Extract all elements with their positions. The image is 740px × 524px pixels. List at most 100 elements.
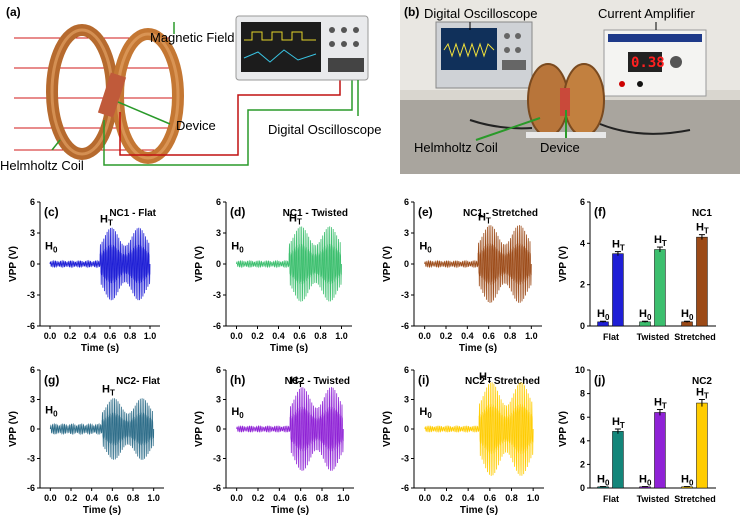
x-tick-label: 0.6 (294, 493, 307, 503)
chart-j: (j) NC2 0 2 4 6 8 10 VPP (V) Flat H0 HT Twisted H0 HT S… (558, 365, 716, 504)
signal-trace-d (236, 226, 342, 302)
x-tick-label: 1.0 (337, 493, 350, 503)
x-tick-label: 0.2 (440, 331, 453, 341)
y-tick-label: -3 (213, 290, 221, 300)
x-axis-label-e: Time (s) (459, 343, 497, 354)
bar-ht-twisted (654, 412, 666, 489)
y-axis-label-e: VPP (V) (382, 246, 393, 282)
y-tick-label: 0 (404, 424, 409, 434)
category-label: Twisted (637, 332, 670, 342)
x-axis-label-c: Time (s) (81, 343, 119, 354)
device-label-b: Device (540, 140, 580, 155)
y-axis-label-c: VPP (V) (8, 246, 19, 282)
category-label: Flat (603, 494, 619, 504)
ht-annotation-h: HT (290, 375, 303, 389)
x-tick-label: 0.2 (252, 493, 265, 503)
category-label: Twisted (637, 494, 670, 504)
h0-annotation-c: H0 (45, 241, 58, 255)
x-tick-label: 0.0 (419, 493, 432, 503)
x-tick-label: 0.0 (44, 331, 57, 341)
ht-annotation-g: HT (102, 384, 115, 398)
device-sample (97, 72, 127, 118)
chart-e: (e) NC1 - Stretched -6 -3 0 3 6 VPP (V) 0.0 0.2 0.… (382, 197, 542, 354)
panel-a-schematic: (a) Magnetic Field Device Helmholtz Coil (0, 5, 381, 173)
y-tick-label: 3 (216, 395, 221, 405)
chart-h: (h) NC2 - Twisted -6 -3 0 3 6 VPP (V) 0.0 0.2 0.4 0… (194, 365, 354, 516)
x-axis-label-g: Time (s) (83, 505, 121, 516)
bar-annotation-ht: HT (696, 222, 709, 236)
bar-ht-stretched (696, 402, 708, 489)
y-tick-label: -6 (27, 483, 35, 493)
bar-annotation-h0: H0 (597, 474, 610, 488)
h0-annotation-i: H0 (419, 406, 432, 420)
y-tick-label: 3 (404, 228, 409, 238)
x-tick-label: 0.4 (85, 493, 98, 503)
y-tick-label: 6 (216, 365, 221, 375)
h0-annotation-e: H0 (419, 241, 432, 255)
x-tick-label: 0.2 (440, 493, 453, 503)
x-axis-label-h: Time (s) (271, 505, 309, 516)
x-tick-label: 1.0 (144, 331, 157, 341)
x-tick-label: 0.2 (65, 493, 78, 503)
x-tick-label: 1.0 (527, 493, 540, 503)
oscilloscope-label-b: Digital Oscilloscope (424, 6, 537, 21)
y-axis-label-d: VPP (V) (194, 246, 205, 282)
magnetic-field-label: Magnetic Field (150, 30, 235, 45)
y-tick-label: 6 (580, 197, 585, 207)
y-tick-label: 0 (580, 321, 585, 331)
y-tick-label: 3 (30, 228, 35, 238)
signal-trace-i (424, 382, 534, 476)
y-tick-label: 6 (30, 197, 35, 207)
chart-title-i: NC2 - Stretched (465, 376, 540, 387)
bar-annotation-ht: HT (612, 239, 625, 253)
x-tick-label: 0.8 (127, 493, 140, 503)
x-tick-label: 0.6 (482, 331, 495, 341)
h0-annotation-g: H0 (45, 404, 58, 418)
panel-label-g: (g) (44, 373, 59, 387)
y-tick-label: 0 (404, 259, 409, 269)
y-tick-label: 4 (580, 238, 585, 248)
panel-label-d: (d) (230, 205, 245, 219)
y-tick-label: -6 (27, 321, 35, 331)
y-tick-label: 3 (216, 228, 221, 238)
x-tick-label: 0.0 (230, 331, 243, 341)
category-label: Stretched (674, 332, 716, 342)
bar-annotation-ht: HT (654, 397, 667, 411)
y-tick-label: 3 (30, 395, 35, 405)
x-tick-label: 1.0 (335, 331, 348, 341)
bar-ht-flat (612, 431, 624, 489)
ht-annotation-e: HT (478, 212, 491, 226)
ht-annotation-c: HT (100, 214, 113, 228)
panel-label-i: (i) (418, 373, 429, 387)
y-axis-label-j: VPP (V) (558, 411, 569, 447)
x-tick-label: 0.2 (251, 331, 264, 341)
chart-title-e: NC1 - Stretched (463, 208, 538, 219)
x-axis-label-i: Time (s) (460, 505, 498, 516)
helmholtz-coil-label-b: Helmholtz Coil (414, 140, 498, 155)
y-axis-label-g: VPP (V) (8, 411, 19, 447)
chart-title-g: NC2- Flat (116, 376, 161, 387)
x-tick-label: 0.8 (504, 331, 517, 341)
x-tick-label: 0.6 (106, 493, 119, 503)
y-tick-label: 2 (580, 280, 585, 290)
y-tick-label: -6 (213, 483, 221, 493)
y-tick-label: -3 (401, 290, 409, 300)
x-tick-label: 0.8 (124, 331, 137, 341)
signal-trace-c (49, 227, 151, 301)
signal-trace-g (49, 398, 155, 460)
x-tick-label: 0.4 (272, 331, 285, 341)
y-tick-label: 6 (404, 365, 409, 375)
chart-g: (g) NC2- Flat -6 -3 0 3 6 VPP (V) 0.0 0.2 0.4 0.6 0.… (8, 365, 164, 516)
x-tick-label: 0.8 (505, 493, 518, 503)
helmholtz-coil-label-a: Helmholtz Coil (0, 158, 84, 173)
chart-title-d: NC1 - Twisted (283, 208, 348, 219)
amplifier-display: 0.38 (631, 55, 665, 71)
chart-title-c: NC1 - Flat (109, 208, 156, 219)
bar-annotation-h0: H0 (597, 308, 610, 322)
chart-i: (i) NC2 - Stretched -6 -3 0 3 6 VPP (V) 0.0 0.2 0.… (382, 365, 544, 516)
y-tick-label: 6 (216, 197, 221, 207)
bar-ht-flat (612, 253, 624, 327)
panel-label-f: (f) (594, 205, 606, 219)
panel-label-e: (e) (418, 205, 433, 219)
